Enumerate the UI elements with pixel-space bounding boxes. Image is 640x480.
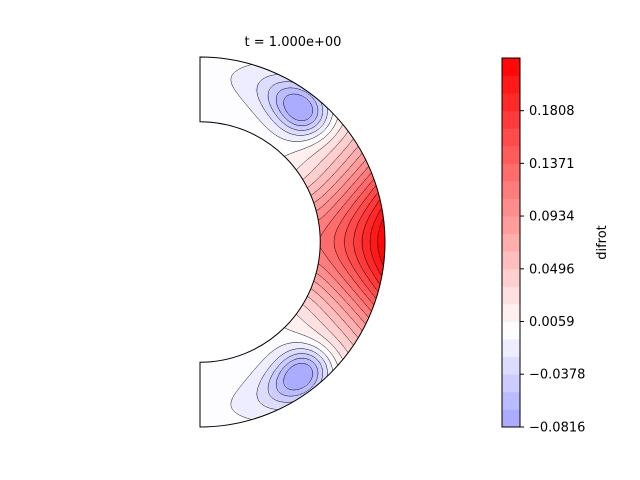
contour-cell <box>200 363 203 367</box>
chart-title: t = 1.000e+00 <box>245 35 342 50</box>
contour-cell <box>200 367 203 370</box>
contour-cell <box>200 365 203 368</box>
plot-area <box>199 56 386 428</box>
